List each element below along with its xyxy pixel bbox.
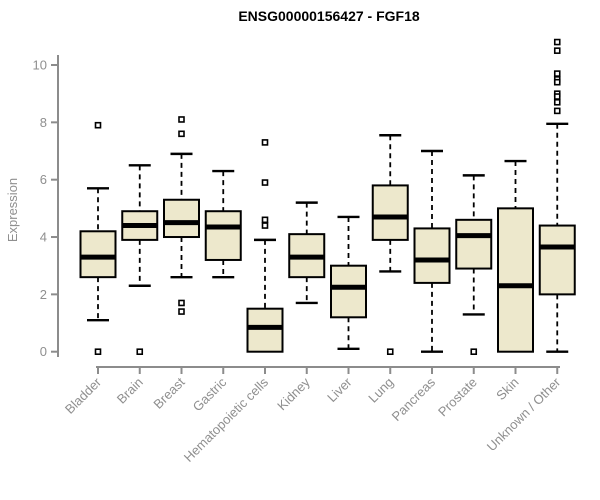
outlier-point <box>553 93 561 100</box>
x-tick-label: Lung <box>365 375 396 406</box>
outlier-point <box>178 130 185 138</box>
outlier-point <box>470 348 478 356</box>
x-tick-label: Liver <box>324 374 355 405</box>
x-tick-label: Brain <box>114 375 146 407</box>
outlier-point <box>261 216 269 224</box>
box-iqr <box>204 210 242 261</box>
box-iqr <box>455 218 493 270</box>
outlier-point <box>553 47 561 54</box>
outlier-point <box>178 116 185 123</box>
chart-title: ENSG00000156427 - FGF18 <box>238 8 420 24</box>
outlier-point <box>178 299 185 307</box>
box-iqr <box>163 198 200 239</box>
box-iqr <box>413 227 451 284</box>
y-tick-label: 10 <box>33 58 47 73</box>
x-tick-label: Pancreas <box>389 374 439 424</box>
x-tick-label: Unknown / Other <box>484 374 564 454</box>
outlier-point <box>261 139 269 146</box>
box-iqr <box>538 224 576 296</box>
y-tick-label: 0 <box>40 344 47 359</box>
x-tick-label: Prostate <box>435 375 480 420</box>
box-iqr <box>246 307 284 353</box>
box-iqr <box>79 230 117 279</box>
box-iqr <box>371 184 409 241</box>
y-tick-label: 6 <box>40 172 47 187</box>
outlier-point <box>386 348 394 356</box>
outlier-point <box>136 348 144 356</box>
outlier-point <box>178 308 185 315</box>
x-tick-label: Breast <box>150 374 187 411</box>
box-iqr <box>330 264 367 319</box>
outlier-point <box>94 348 102 356</box>
box-iqr <box>497 207 534 353</box>
outlier-point <box>94 121 102 129</box>
outlier-point <box>553 107 561 115</box>
y-tick-label: 8 <box>40 115 47 130</box>
y-tick-label: 4 <box>40 230 47 245</box>
outlier-point <box>553 38 561 46</box>
outlier-point <box>553 78 561 86</box>
x-tick-label: Kidney <box>274 374 313 413</box>
y-tick-label: 2 <box>40 287 47 302</box>
outlier-point <box>553 70 561 77</box>
outlier-point <box>261 179 269 186</box>
x-tick-label: Gastric <box>190 374 230 414</box>
x-tick-label: Bladder <box>62 374 105 417</box>
x-tick-label: Skin <box>493 375 521 403</box>
outlier-point <box>261 222 269 229</box>
outlier-point <box>553 98 561 106</box>
